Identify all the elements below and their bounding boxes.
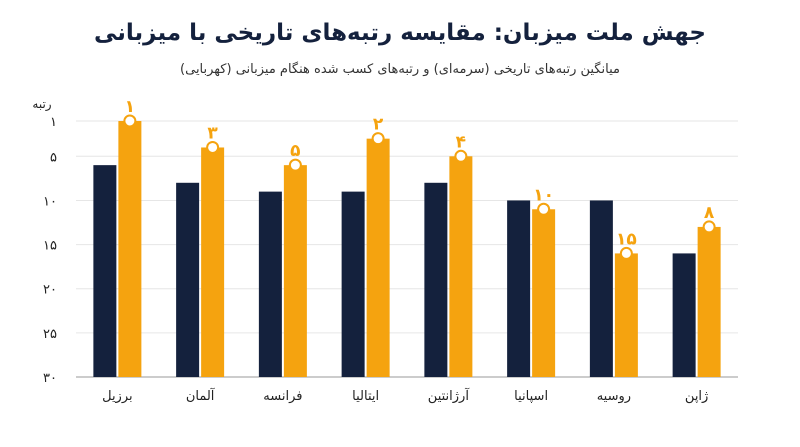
x-category-label: برزیل	[102, 389, 133, 404]
x-category-label: آلمان	[186, 387, 216, 404]
host-rank-marker	[206, 140, 220, 154]
bar-historical	[672, 253, 696, 377]
bar-host	[283, 165, 307, 377]
host-rank-label: ۴	[456, 132, 466, 152]
host-rank-label: ۱۰	[533, 185, 554, 205]
bar-host	[201, 147, 225, 377]
x-category-label: روسیه	[597, 389, 631, 404]
bar-historical	[258, 191, 282, 377]
x-category-label: ژاپن	[685, 389, 708, 404]
y-tick-label: ۲۰	[43, 283, 57, 298]
x-category-label: فرانسه	[263, 389, 302, 404]
host-rank-marker	[371, 132, 385, 146]
host-rank-marker	[702, 220, 716, 234]
bar-historical	[424, 182, 448, 377]
host-rank-marker	[454, 149, 468, 163]
bar-host	[532, 209, 556, 377]
y-tick-label: ۱۵	[43, 239, 57, 254]
y-tick-label: ۱۰	[43, 194, 57, 209]
bar-historical	[93, 165, 117, 377]
host-rank-marker	[288, 158, 302, 172]
bar-historical	[507, 200, 531, 377]
bar-host	[449, 156, 473, 377]
host-rank-label: ۸	[704, 203, 715, 223]
bar-historical	[176, 182, 200, 377]
bar-historical	[589, 200, 613, 377]
x-category-label: آرژانتین	[428, 387, 471, 404]
host-rank-marker	[537, 202, 551, 216]
host-rank-label: ۵	[290, 141, 300, 161]
host-rank-label: ۳	[207, 123, 218, 143]
chart-subtitle: میانگین رتبه‌های تاریخی (سرمه‌ای) و رتبه…	[180, 62, 620, 77]
bar-host	[614, 253, 638, 377]
chart-title: جهش ملت میزبان: مقایسه رتبه‌های تاریخی ب…	[93, 20, 706, 46]
y-tick-label: ۳۰	[43, 371, 57, 386]
bar-host	[118, 121, 142, 377]
bar-host	[697, 226, 721, 377]
host-rank-label: ۲	[373, 115, 384, 135]
y-tick-label: ۵	[50, 150, 57, 165]
bar-historical	[341, 191, 365, 377]
host-rank-marker	[123, 114, 137, 128]
host-rank-marker	[619, 246, 633, 260]
bar-host	[366, 138, 390, 377]
x-category-label: ایتالیا	[352, 389, 379, 404]
y-axis-label: رتبه	[32, 97, 51, 112]
host-rank-label: ۱	[125, 97, 135, 117]
host-rank-label: ۱۵	[616, 229, 637, 249]
x-category-label: اسپانیا	[514, 389, 548, 404]
y-tick-label: ۲۵	[43, 327, 57, 342]
y-tick-label: ۱	[50, 115, 57, 130]
